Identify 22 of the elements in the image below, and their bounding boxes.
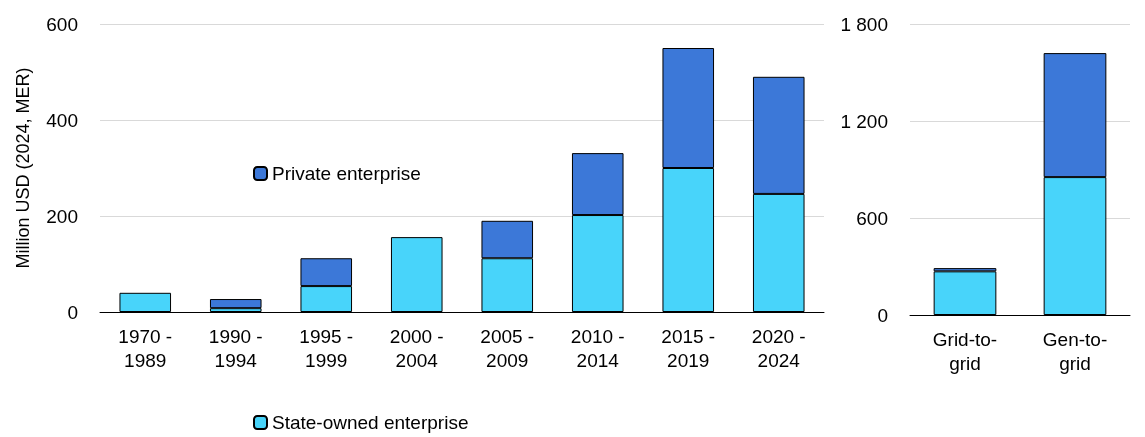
x-tick-label: Grid-to-grid [932,328,998,374]
legend-label: Private enterprise [272,163,421,184]
y-tick-label: 400 [46,109,78,131]
y-tick-label: 0 [67,301,78,323]
x-tick-label: 2000 - 2004 [389,325,444,371]
legend-label: State-owned enterprise [272,412,469,433]
y-tick-label: 1 200 [840,110,888,132]
x-tick-label: 2020 - 2024 [751,325,806,371]
x-tick-label: 1970 - 1989 [118,325,173,371]
x-tick-label: 1990 - 1994 [208,325,263,371]
y-tick-label: 600 [856,207,888,229]
bar [209,299,262,309]
y-tick-label: 0 [877,304,888,326]
y-tick-label: 600 [46,13,78,35]
x-tick-label: 2010 - 2014 [570,325,625,371]
x-tick-label: 1995 - 1999 [299,325,354,371]
y-axis-title: Million USD (2024, MER) [13,67,33,269]
x-tick-label: 2005 - 2009 [480,325,535,371]
y-tick-label: 1 800 [840,13,888,35]
y-tick-label: 200 [46,205,78,227]
x-tick-label: 2015 - 2019 [661,325,716,371]
x-tick-label: Gen-to-grid [1042,328,1108,374]
